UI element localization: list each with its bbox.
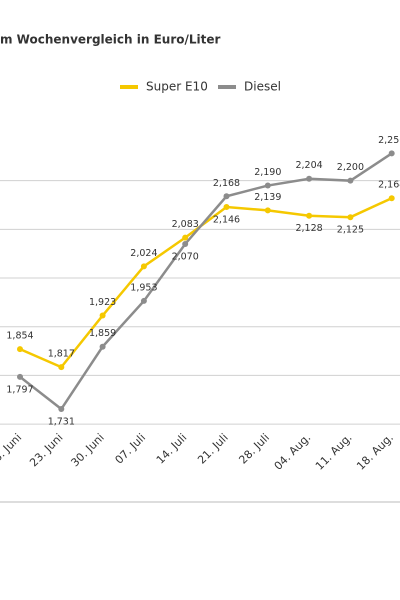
legend-label: Diesel bbox=[244, 80, 281, 94]
data-point bbox=[347, 214, 354, 221]
data-point bbox=[99, 343, 106, 350]
data-label: 1,817 bbox=[48, 349, 75, 360]
data-point bbox=[223, 203, 230, 210]
x-tick-label: 21. Juli bbox=[195, 431, 231, 467]
data-point bbox=[223, 193, 230, 200]
data-label: 2,204 bbox=[295, 160, 322, 171]
data-label: 1,797 bbox=[6, 384, 33, 395]
data-point bbox=[140, 297, 147, 304]
legend-label: Super E10 bbox=[146, 80, 208, 94]
data-label: 1,953 bbox=[130, 282, 157, 293]
data-point bbox=[264, 207, 271, 214]
series-line bbox=[19, 197, 393, 369]
x-tick-label: 07. Juli bbox=[113, 431, 149, 467]
data-label: 2,190 bbox=[254, 167, 281, 178]
data-label: 2,083 bbox=[172, 219, 199, 230]
data-label: 2,256 bbox=[378, 135, 400, 146]
data-point bbox=[347, 177, 354, 184]
data-label: 1,731 bbox=[48, 417, 75, 428]
data-point bbox=[58, 406, 65, 413]
x-tick-label: 14. Juli bbox=[154, 431, 190, 467]
data-label: 2,164 bbox=[378, 180, 400, 191]
x-tick-label: 28. Juli bbox=[236, 431, 272, 467]
x-tick-label: 18. Aug. bbox=[354, 431, 396, 473]
x-tick-label: 23. Juni bbox=[27, 431, 65, 469]
data-point bbox=[264, 182, 271, 189]
data-point bbox=[182, 234, 189, 241]
data-label: 2,128 bbox=[295, 223, 322, 234]
data-label: 2,024 bbox=[130, 248, 157, 259]
series-line bbox=[19, 152, 393, 411]
data-point bbox=[182, 240, 189, 247]
x-tick-label: 30. Juni bbox=[68, 431, 106, 469]
data-point bbox=[306, 212, 313, 219]
data-label: 2,139 bbox=[254, 192, 281, 203]
data-label: 2,200 bbox=[337, 162, 364, 173]
data-point bbox=[17, 373, 23, 380]
data-label: 1,854 bbox=[6, 331, 33, 342]
data-point bbox=[17, 346, 23, 353]
data-label: 2,070 bbox=[172, 251, 199, 262]
data-label: 1,923 bbox=[89, 297, 116, 308]
data-point bbox=[58, 364, 65, 371]
chart-title: m Wochenvergleich in Euro/Liter bbox=[0, 33, 220, 47]
data-point bbox=[388, 150, 395, 157]
data-label: 2,168 bbox=[213, 178, 240, 189]
x-tick-label: 11. Aug. bbox=[313, 431, 355, 473]
data-label: 1,859 bbox=[89, 328, 116, 339]
data-point bbox=[140, 263, 147, 270]
x-tick-label: 04. Aug. bbox=[272, 431, 314, 473]
data-label: 2,125 bbox=[337, 225, 364, 236]
data-point bbox=[306, 175, 313, 182]
x-tick-label: 6. Juni bbox=[0, 431, 24, 464]
data-point bbox=[99, 312, 106, 319]
data-label: 2,146 bbox=[213, 214, 240, 225]
data-point bbox=[388, 195, 395, 202]
